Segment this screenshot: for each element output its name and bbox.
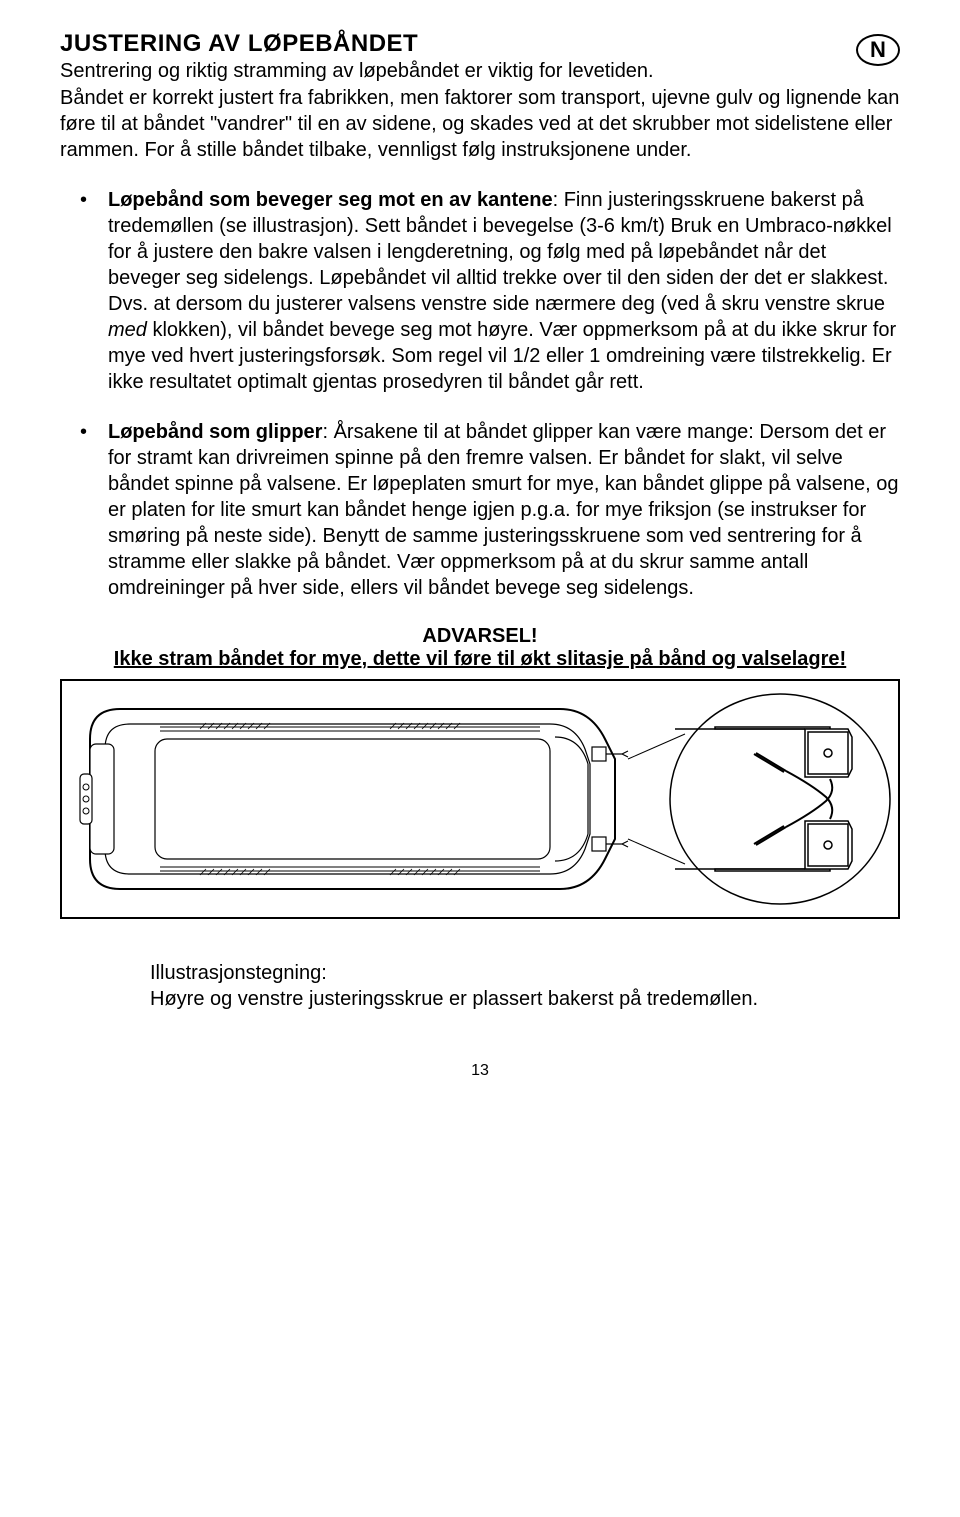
bullet-1-rest2: klokken), vil båndet bevege seg mot høyr… xyxy=(108,319,896,393)
bullet-2-lead: Løpebånd som glipper xyxy=(108,421,322,443)
page-title: JUSTERING AV LØPEBÅNDET xyxy=(60,30,856,58)
treadmill-svg xyxy=(60,679,900,919)
title-block: JUSTERING AV LØPEBÅNDET Sentrering og ri… xyxy=(60,30,856,83)
header-row: JUSTERING AV LØPEBÅNDET Sentrering og ri… xyxy=(60,30,900,83)
diagram-caption: Illustrasjonstegning: Høyre og venstre j… xyxy=(150,960,900,1012)
page-subtitle: Sentrering og riktig stramming av løpebå… xyxy=(60,60,856,83)
bullet-2-rest: : Årsakene til at båndet glipper kan vær… xyxy=(108,421,899,599)
language-badge: N xyxy=(856,34,900,66)
bullet-list: Løpebånd som beveger seg mot en av kante… xyxy=(60,187,900,601)
treadmill-diagram xyxy=(60,679,900,924)
warning-block: ADVARSEL! Ikke stram båndet for mye, det… xyxy=(60,625,900,671)
bullet-item-1: Løpebånd som beveger seg mot en av kante… xyxy=(60,187,900,395)
intro-paragraph: Båndet er korrekt justert fra fabrikken,… xyxy=(60,85,900,163)
bullet-1-lead: Løpebånd som beveger seg mot en av kante… xyxy=(108,189,553,211)
warning-text: Ikke stram båndet for mye, dette vil før… xyxy=(60,648,900,671)
caption-text: Høyre og venstre justeringsskrue er plas… xyxy=(150,988,758,1010)
bullet-1-italic: med xyxy=(108,319,147,341)
warning-title: ADVARSEL! xyxy=(60,625,900,648)
bullet-item-2: Løpebånd som glipper: Årsakene til at bå… xyxy=(60,419,900,601)
page-number: 13 xyxy=(60,1062,900,1080)
caption-label: Illustrasjonstegning: xyxy=(150,962,327,984)
